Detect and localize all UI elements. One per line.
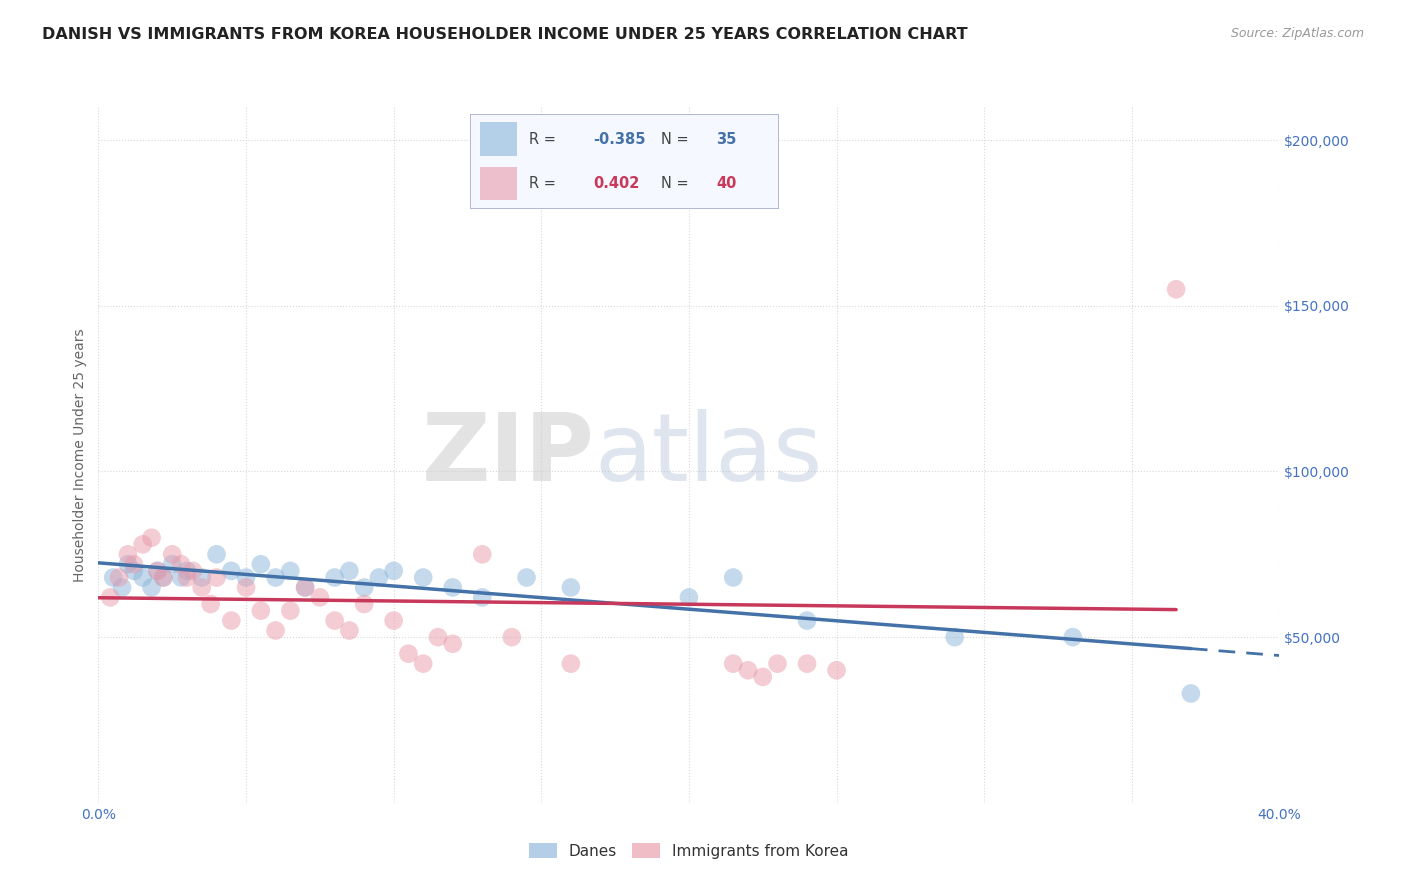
Point: [501, 630, 523, 644]
Point: [181, 564, 204, 578]
Point: [103, 570, 125, 584]
Point: [796, 614, 818, 628]
Point: [132, 537, 155, 551]
Point: [678, 591, 700, 605]
Point: [108, 570, 131, 584]
Point: [152, 570, 174, 584]
Point: [943, 630, 966, 644]
Point: [339, 564, 361, 578]
Point: [176, 564, 198, 578]
Point: [111, 581, 134, 595]
Point: [471, 547, 494, 561]
Point: [323, 614, 346, 628]
Point: [723, 570, 745, 584]
Point: [427, 630, 450, 644]
Point: [191, 581, 214, 595]
Point: [132, 570, 155, 584]
Point: [146, 564, 169, 578]
Point: [294, 581, 316, 595]
Point: [146, 564, 169, 578]
Point: [205, 570, 228, 584]
Point: [1166, 282, 1188, 296]
Point: [1180, 686, 1202, 700]
Point: [280, 564, 302, 578]
Point: [560, 657, 582, 671]
Point: [264, 624, 287, 638]
Point: [117, 558, 139, 572]
Point: [737, 663, 759, 677]
Point: [825, 663, 848, 677]
Point: [368, 570, 391, 584]
Point: [235, 570, 257, 584]
Point: [752, 670, 775, 684]
Point: [441, 581, 464, 595]
Point: [170, 558, 193, 572]
Point: [516, 570, 538, 584]
Point: [323, 570, 346, 584]
Point: [162, 547, 183, 561]
Point: [309, 591, 332, 605]
Point: [382, 564, 405, 578]
Text: atlas: atlas: [595, 409, 823, 501]
Point: [221, 564, 243, 578]
Point: [382, 614, 405, 628]
Point: [122, 558, 145, 572]
Point: [191, 570, 214, 584]
Point: [221, 614, 243, 628]
Point: [412, 657, 434, 671]
Text: Source: ZipAtlas.com: Source: ZipAtlas.com: [1230, 27, 1364, 40]
Point: [412, 570, 434, 584]
Point: [162, 558, 183, 572]
Point: [560, 581, 582, 595]
Point: [117, 547, 139, 561]
Point: [141, 531, 163, 545]
Point: [264, 570, 287, 584]
Point: [205, 547, 228, 561]
Point: [280, 604, 302, 618]
Point: [152, 570, 174, 584]
Point: [170, 570, 193, 584]
Y-axis label: Householder Income Under 25 years: Householder Income Under 25 years: [73, 328, 87, 582]
Point: [176, 570, 198, 584]
Point: [353, 581, 375, 595]
Point: [339, 624, 361, 638]
Point: [796, 657, 818, 671]
Text: ZIP: ZIP: [422, 409, 595, 501]
Text: DANISH VS IMMIGRANTS FROM KOREA HOUSEHOLDER INCOME UNDER 25 YEARS CORRELATION CH: DANISH VS IMMIGRANTS FROM KOREA HOUSEHOL…: [42, 27, 967, 42]
Point: [766, 657, 789, 671]
Point: [723, 657, 745, 671]
Point: [235, 581, 257, 595]
Point: [441, 637, 464, 651]
Point: [294, 581, 316, 595]
Point: [398, 647, 420, 661]
Point: [141, 581, 163, 595]
Point: [353, 597, 375, 611]
Point: [200, 597, 222, 611]
Point: [98, 591, 121, 605]
Point: [250, 558, 273, 572]
Point: [471, 591, 494, 605]
Point: [122, 564, 145, 578]
Legend: Danes, Immigrants from Korea: Danes, Immigrants from Korea: [523, 837, 855, 864]
Point: [250, 604, 273, 618]
Point: [1062, 630, 1084, 644]
